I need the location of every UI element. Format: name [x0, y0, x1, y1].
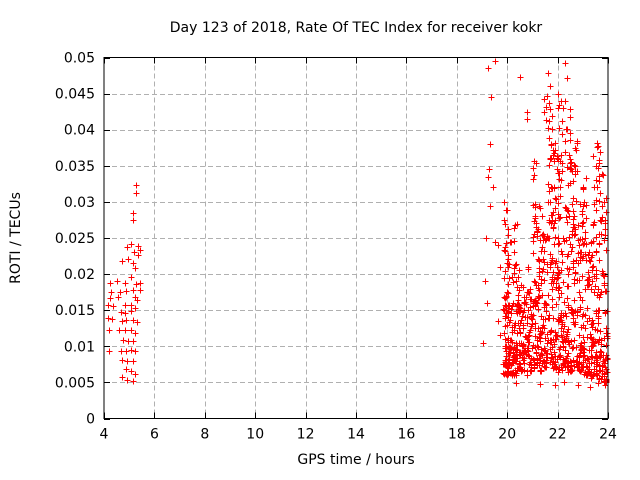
x-tick-label: 8 [200, 427, 209, 443]
y-tick-label: 0.015 [55, 303, 95, 319]
y-tick-label: 0.045 [55, 87, 95, 103]
x-tick-label: 6 [150, 427, 159, 443]
x-tick-label: 14 [347, 427, 365, 443]
x-tick-label: 4 [100, 427, 109, 443]
x-tick-label: 16 [397, 427, 415, 443]
y-tick-label: 0.01 [64, 339, 95, 355]
x-axis-label: GPS time / hours [297, 452, 415, 468]
y-tick-label: 0.02 [64, 267, 95, 283]
x-tick-label: 24 [599, 427, 617, 443]
x-tick-label: 18 [448, 427, 466, 443]
x-tick-label: 22 [549, 427, 567, 443]
x-tick-label: 20 [498, 427, 516, 443]
data-points [105, 58, 611, 391]
y-tick-label: 0.005 [55, 375, 95, 391]
y-tick-label: 0.05 [64, 51, 95, 67]
y-tick-label: 0.025 [55, 231, 95, 247]
plot-border [103, 57, 609, 419]
y-tick-label: 0.035 [55, 159, 95, 175]
x-tick-label: 12 [297, 427, 315, 443]
y-tick-label: 0.04 [64, 123, 95, 139]
chart-title: Day 123 of 2018, Rate Of TEC Index for r… [169, 20, 543, 36]
x-tick-label: 10 [246, 427, 264, 443]
y-tick-label: 0.03 [64, 195, 95, 211]
y-tick-label: 0 [86, 412, 95, 428]
